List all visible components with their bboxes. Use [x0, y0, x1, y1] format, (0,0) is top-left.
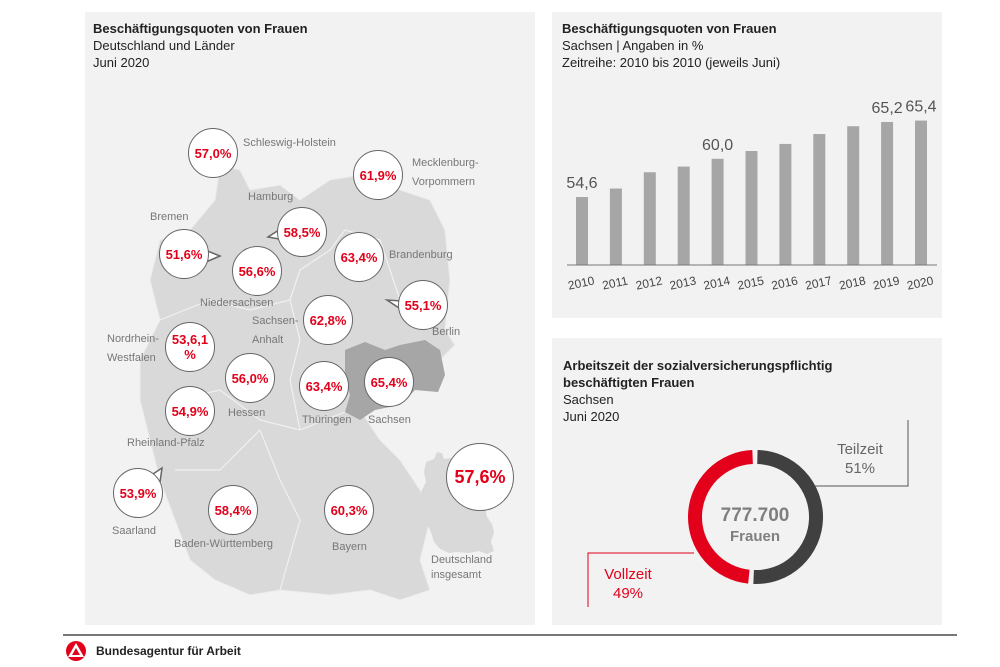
- label-insgesamt: insgesamt: [431, 569, 482, 581]
- label-thueringen: Thüringen: [302, 414, 352, 426]
- bar-2011: [609, 188, 622, 265]
- x-tick-label: 2012: [634, 273, 663, 292]
- label-deutschland: Deutschland: [431, 554, 493, 566]
- x-tick-label: 2019: [872, 273, 901, 292]
- data-label: 60,0: [702, 137, 733, 154]
- bubble-berlin: 55,1%: [398, 280, 448, 330]
- bubble-bremen: 51,6%: [159, 229, 209, 279]
- x-tick-label: 2011: [601, 273, 629, 292]
- map-subtitle: Deutschland und Länder: [93, 38, 235, 53]
- label-bremen: Bremen: [150, 211, 189, 223]
- donut-title-line2: beschäftigten Frauen: [563, 375, 695, 390]
- data-label: 65,2: [872, 100, 903, 117]
- label-saarland: Saarland: [112, 525, 157, 537]
- vollzeit-leader-line: [587, 552, 694, 607]
- bar-2013: [677, 166, 690, 265]
- bubble-rheinland-pfalz: 54,9%: [165, 386, 215, 436]
- bar-2018: [847, 126, 860, 266]
- label-sachsen-anhalt-1: Sachsen-: [252, 315, 299, 327]
- bubble-thueringen: 63,4%: [299, 361, 349, 411]
- bar-2019: [881, 121, 894, 265]
- bar-2016: [779, 143, 792, 265]
- x-tick-label: 2010: [567, 273, 596, 292]
- bubble-saarland: 53,9%: [113, 468, 163, 518]
- ba-logo-icon: [66, 641, 86, 661]
- bubble-nordrhein-westfalen: 53,6,1 %: [165, 322, 215, 372]
- donut-center-label: Frauen: [729, 528, 780, 545]
- vollzeit-label: Vollzeit: [604, 566, 652, 583]
- teilzeit-leader-line: [815, 420, 909, 487]
- label-westfalen: Westfalen: [107, 352, 156, 364]
- bubble-baden-wuerttemberg: 58,4%: [208, 485, 258, 535]
- x-tick-label: 2018: [838, 273, 867, 292]
- bar-2015: [745, 151, 758, 265]
- label-hamburg: Hamburg: [248, 191, 294, 203]
- bar-2020: [915, 120, 927, 266]
- bubble-hamburg: 58,5%: [277, 207, 327, 257]
- data-label: 65,4: [905, 99, 936, 116]
- x-tick-label: 2017: [804, 273, 833, 292]
- label-baden-wuerttemberg: Baden-Württemberg: [174, 538, 274, 550]
- label-hessen: Hessen: [228, 407, 266, 419]
- bar-2014: [711, 158, 724, 265]
- bubble-mecklenburg-vorpommern: 61,9%: [353, 150, 403, 200]
- bar-chart-range: Zeitreihe: 2010 bis 2010 (jeweils Juni): [562, 55, 781, 70]
- donut-subtitle: Sachsen: [563, 392, 614, 407]
- label-mecklenburg: Mecklenburg-: [412, 157, 479, 169]
- bar-2010: [576, 197, 588, 265]
- data-label: 54,6: [566, 175, 597, 192]
- bar-chart: 2010 54,6 2011 2012 2013 2014 60,0 2015 2016 2017…: [566, 99, 936, 293]
- x-tick-label: 2016: [770, 273, 799, 292]
- x-tick-label: 2013: [668, 273, 697, 292]
- vollzeit-value: 49%: [612, 585, 644, 602]
- label-vorpommern: Vorpommern: [412, 176, 475, 188]
- map-title: Beschäftigungsquoten von Frauen: [93, 21, 308, 36]
- label-schleswig-holstein: Schleswig-Holstein: [243, 137, 336, 149]
- donut-date: Juni 2020: [563, 409, 620, 424]
- bubble-bayern: 60,3%: [324, 485, 374, 535]
- bar-2012: [643, 172, 656, 265]
- bubble-schleswig-holstein: 57,0%: [188, 128, 238, 178]
- label-sachsen: Sachsen: [368, 414, 411, 426]
- donut-title-line1: Arbeitszeit der sozialversicherungspflic…: [563, 358, 833, 373]
- donut-slice-vollzeit: [688, 450, 754, 584]
- label-berlin: Berlin: [432, 326, 461, 338]
- x-tick-label: 2014: [702, 273, 731, 292]
- bubble-hessen: 56,0%: [225, 353, 275, 403]
- bubble-brandenburg: 63,4%: [334, 232, 384, 282]
- label-brandenburg: Brandenburg: [389, 249, 453, 261]
- bubble-sachsen: 65,4%: [364, 357, 414, 407]
- bubble-sachsen-anhalt: 62,8%: [303, 295, 353, 345]
- teilzeit-value: 51%: [844, 460, 876, 477]
- label-nordrhein: Nordrhein-: [107, 333, 159, 345]
- teilzeit-label: Teilzeit: [837, 441, 883, 458]
- donut-center-value: 777.700: [720, 505, 790, 526]
- bar-2017: [813, 134, 826, 265]
- map-date: Juni 2020: [93, 55, 150, 70]
- bar-chart-title: Beschäftigungsquoten von Frauen: [562, 21, 777, 36]
- label-sachsen-anhalt-2: Anhalt: [252, 334, 284, 346]
- bubble-niedersachsen: 56,6%: [232, 246, 282, 296]
- donut-slice-teilzeit: [753, 450, 824, 584]
- donut-chart: [688, 450, 824, 584]
- bubble-deutschland: 57,6%: [446, 443, 514, 511]
- bar-chart-subtitle: Sachsen | Angaben in %: [562, 38, 704, 53]
- label-rheinland-pfalz: Rheinland-Pfalz: [127, 437, 205, 449]
- label-bayern: Bayern: [332, 541, 367, 553]
- footer-org-name: Bundesagentur für Arbeit: [96, 644, 241, 658]
- x-tick-label: 2020: [906, 273, 935, 292]
- x-tick-label: 2015: [736, 273, 765, 292]
- label-niedersachsen: Niedersachsen: [200, 297, 274, 309]
